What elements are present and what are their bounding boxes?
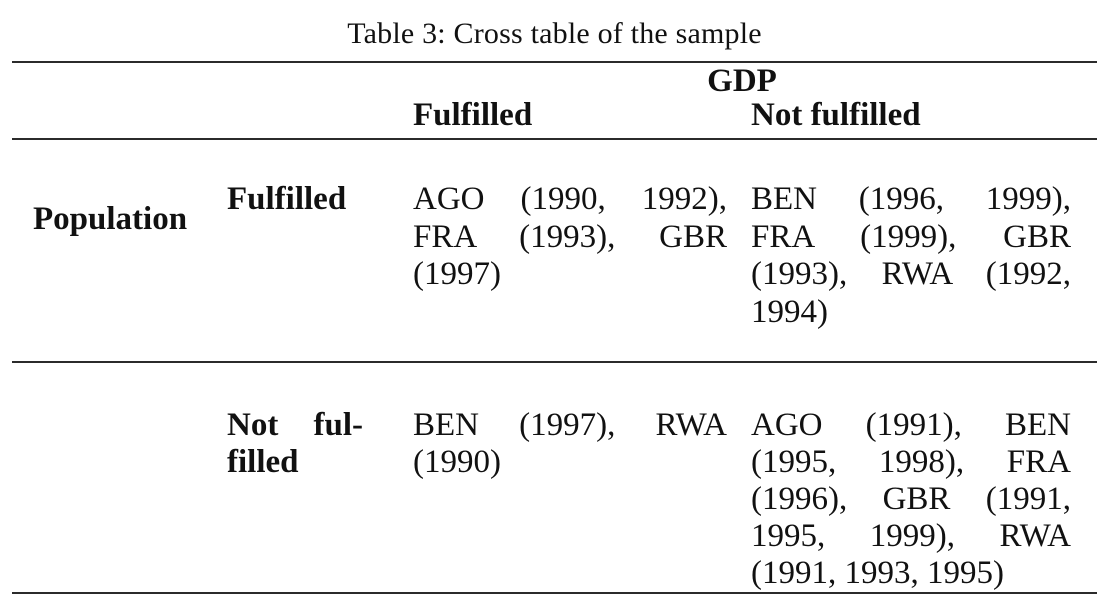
cell-line: (1993), RWA (1992, [751,256,1071,292]
header-spacer-sub-header [227,99,363,132]
row-header-population-fulfilled: Fulfilled [227,181,363,331]
column-header-gdp-fulfilled: Fulfilled [413,97,533,133]
cell-line: AGO (1990, 1992), [413,181,727,217]
cross-table: Table 3: Cross table of the sample GDP F… [12,0,1097,594]
table-toprule [12,61,1097,63]
cell-line: (1995, 1998), FRA [751,444,1071,480]
row-group-label: Population [33,181,215,331]
header-spacer-row-group [33,99,215,132]
gdp-group-header: GDP [707,63,777,99]
cell-line: (1996), GBR (1991, [751,481,1071,517]
table-bottomrule [12,592,1097,594]
row-group-label-text: Population [33,201,188,237]
cell-line: filled [227,444,299,480]
cell-pop-not-fulfilled-gdp-not-fulfilled: AGO (1991), BEN (1995, 1998), FRA (1996)… [751,407,1071,592]
cell-line: (1991, 1993, 1995) [751,555,1004,591]
cell-line: 1995, 1999), RWA [751,518,1071,554]
cell-line: Fulfilled [227,181,347,217]
row-group-spacer [33,407,215,592]
table-headrule [12,138,1097,140]
table-row-population-not-fulfilled: Not ful- filled BEN (1997), RWA (1990) A… [12,363,1097,592]
column-header-gdp-not-fulfilled: Not fulfilled [751,97,921,133]
table-caption: Table 3: Cross table of the sample [347,17,762,50]
cell-line: FRA (1993), GBR [413,218,727,255]
table-row-population-fulfilled: Population Fulfilled AGO (1990, 1992), F… [12,140,1097,361]
cell-line: Not ful- [227,407,363,443]
cell-line: BEN (1996, 1999), [751,181,1071,217]
cell-pop-not-fulfilled-gdp-fulfilled: BEN (1997), RWA (1990) [413,407,727,592]
cell-line: FRA (1999), GBR [751,218,1071,255]
row-header-population-not-fulfilled: Not ful- filled [227,407,363,592]
cell-pop-fulfilled-gdp-fulfilled: AGO (1990, 1992), FRA (1993), GBR (1997) [413,181,727,331]
cell-line: BEN (1997), RWA [413,407,727,443]
column-header-row: Fulfilled Not fulfilled [12,99,1097,138]
cell-line: 1994) [751,293,828,330]
cell-line: (1997) [413,256,501,292]
cell-pop-fulfilled-gdp-not-fulfilled: BEN (1996, 1999), FRA (1999), GBR (1993)… [751,181,1071,331]
cell-line: (1990) [413,444,501,480]
cell-line: AGO (1991), BEN [751,407,1071,443]
table-midrule [12,361,1097,363]
